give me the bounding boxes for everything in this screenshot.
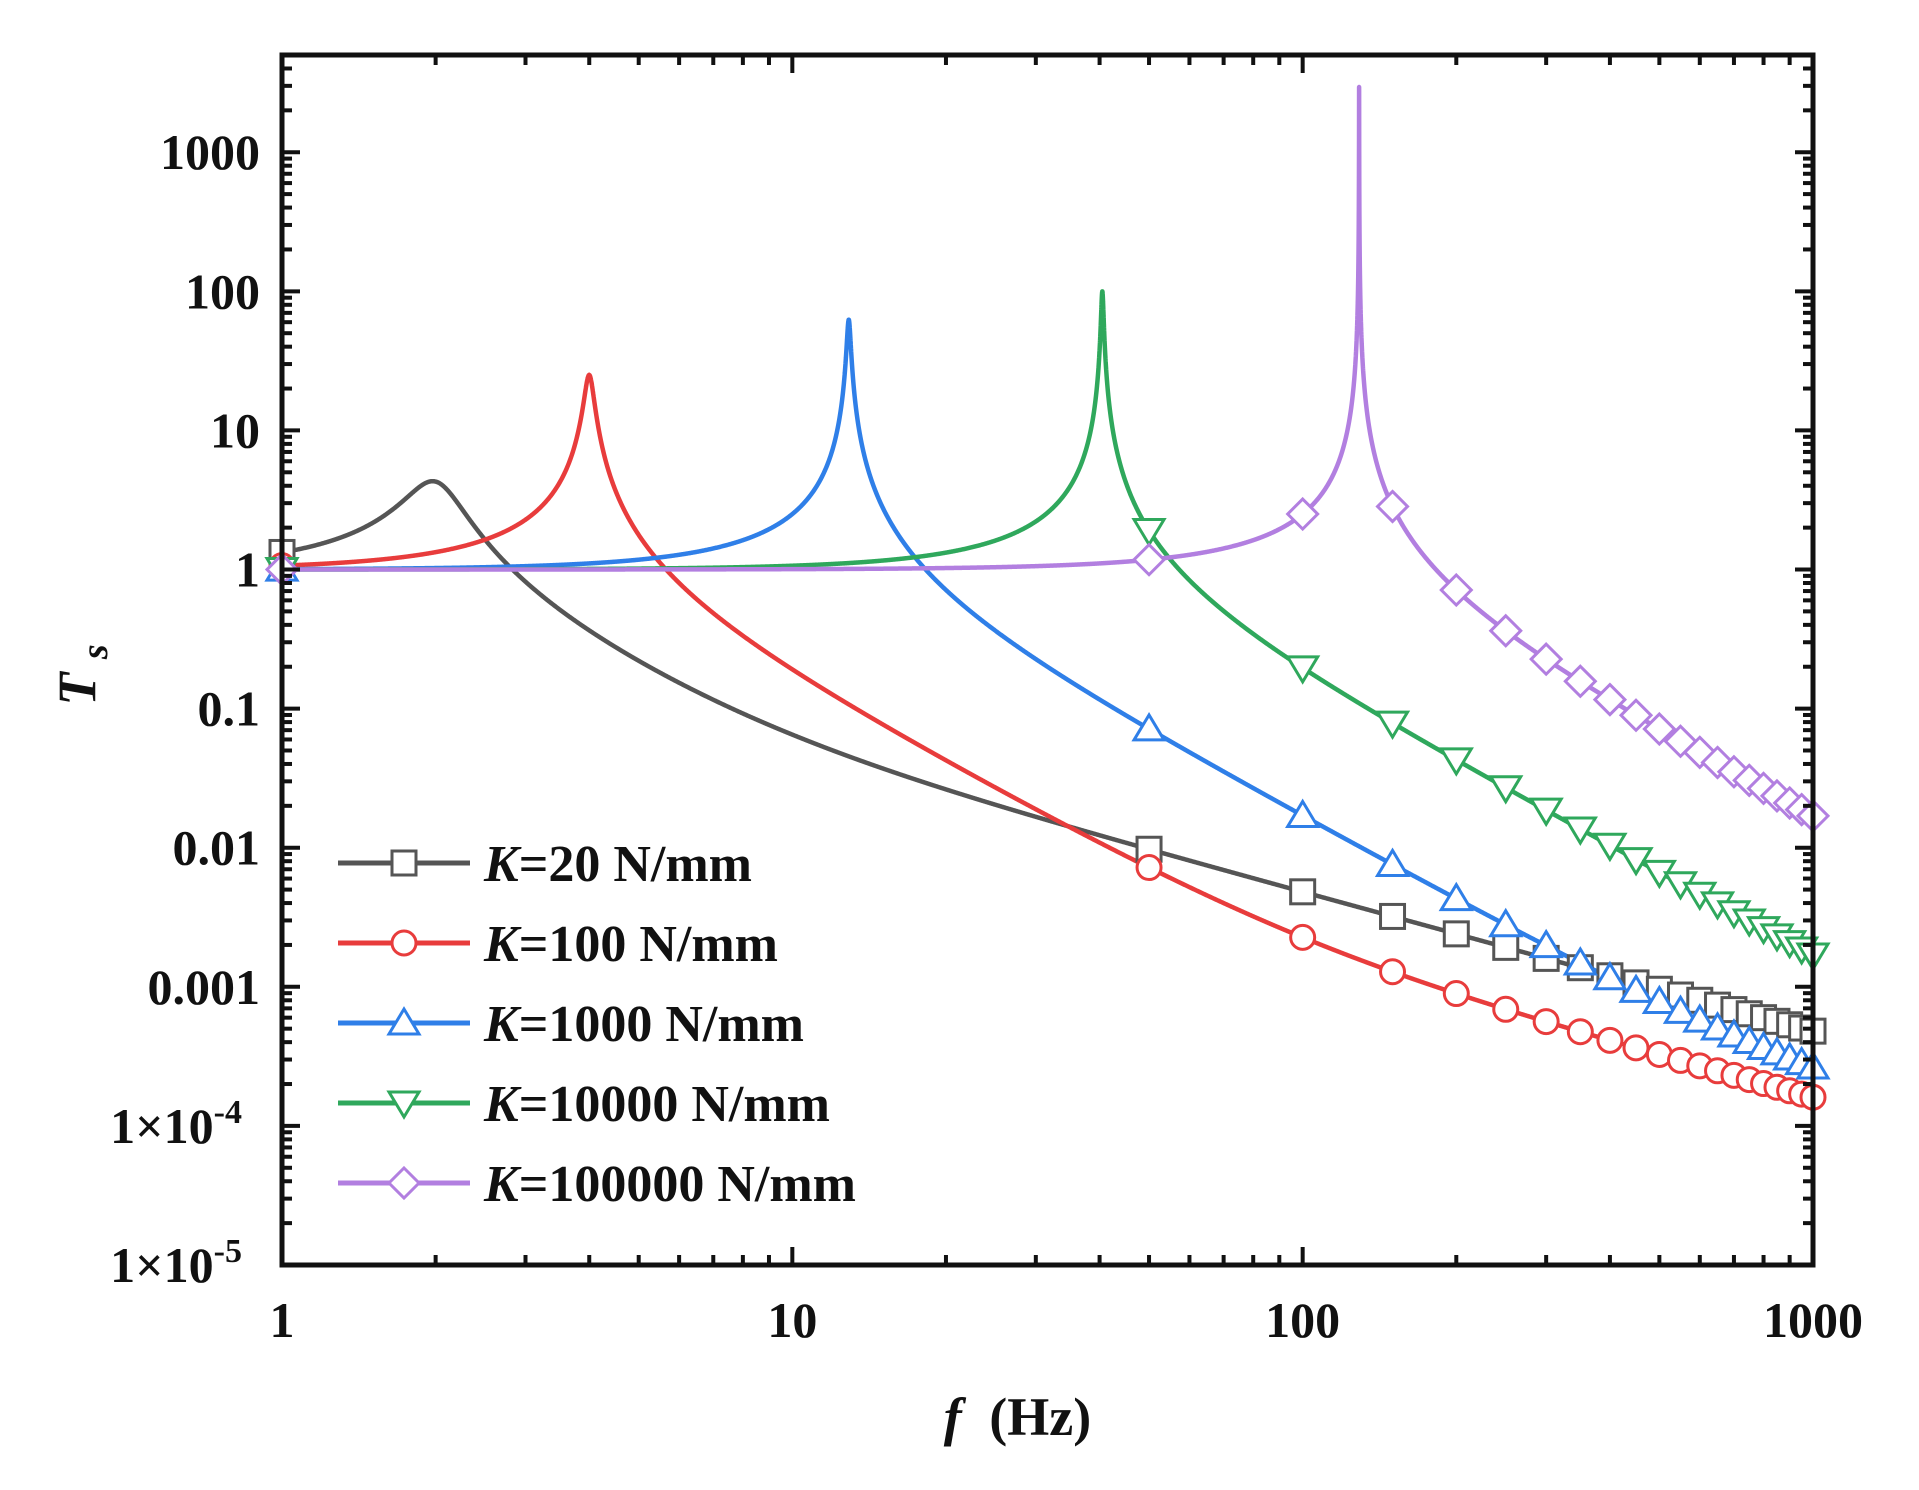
legend-label: K=100 N/mm	[483, 916, 778, 973]
x-tick-label: 1	[270, 1292, 295, 1348]
data-point-k-1000-n-mm	[1592, 960, 1628, 991]
x-axis-title-var: f	[944, 1387, 967, 1447]
data-point-k-1000-n-mm	[1662, 994, 1699, 1024]
data-point-k-10000-n-mm	[1528, 797, 1564, 828]
y-tick-label: 1	[235, 542, 260, 598]
legend-label: K=20 N/mm	[483, 836, 752, 893]
data-point-k-100000-n-mm	[1642, 711, 1677, 747]
x-tick-label: 100	[1265, 1292, 1340, 1348]
data-point-k-100-n-mm	[1379, 958, 1407, 986]
legend-marker	[390, 929, 418, 957]
legend-label: K=10000 N/mm	[483, 1076, 830, 1133]
y-tick-label: 0.01	[173, 820, 261, 876]
legend-entry: K=1000 N/mm	[338, 996, 804, 1053]
data-point-k-100000-n-mm	[1563, 664, 1598, 699]
legend-marker	[386, 1090, 422, 1120]
markers-group	[264, 489, 1831, 1111]
data-point-k-1000-n-mm	[1562, 946, 1598, 976]
data-point-k-10000-n-mm	[1592, 832, 1628, 863]
data-point-k-10000-n-mm	[1562, 816, 1598, 846]
data-point-k-10000-n-mm	[1488, 775, 1524, 805]
legend-entry: K=100 N/mm	[338, 916, 778, 973]
legend: K=20 N/mm K=100 N/mm K=1000 N/mm K=10000 N/…	[338, 836, 856, 1213]
series-line-k-20-n-mm	[280, 478, 1815, 1034]
data-point-k-100-n-mm	[1135, 854, 1163, 882]
legend-label: K=100000 N/mm	[483, 1156, 856, 1213]
legend-entry: K=10000 N/mm	[338, 1076, 830, 1133]
data-point-k-10000-n-mm	[1374, 710, 1411, 741]
y-tick-label: 1×10-5	[110, 1233, 242, 1293]
y-tick-label: 1000	[160, 124, 260, 180]
data-point-k-100000-n-mm	[1488, 613, 1523, 648]
data-point-k-1000-n-mm	[1488, 907, 1524, 938]
x-axis-title: f (Hz)	[944, 1387, 1091, 1447]
x-tick-label: 10	[767, 1292, 817, 1348]
data-point-k-100000-n-mm	[1592, 682, 1628, 717]
data-point-k-20-n-mm	[1442, 920, 1470, 948]
legend-label: K=1000 N/mm	[483, 996, 804, 1053]
y-tick-label: 0.1	[198, 681, 261, 737]
y-tick-label: 100	[185, 263, 260, 319]
data-point-k-100-n-mm	[1492, 995, 1520, 1023]
data-point-k-100-n-mm	[1596, 1026, 1624, 1054]
data-point-k-1000-n-mm	[1131, 712, 1167, 742]
legend-entry: K=20 N/mm	[338, 836, 752, 893]
plot-frame	[279, 52, 1816, 1268]
data-point-k-100000-n-mm	[1285, 496, 1320, 532]
x-tick-label: 1000	[1763, 1292, 1863, 1348]
data-point-k-1000-n-mm	[1438, 881, 1474, 912]
legend-marker	[386, 1165, 422, 1201]
data-point-k-100000-n-mm	[1618, 698, 1654, 733]
data-point-k-100000-n-mm	[1439, 572, 1474, 608]
y-tick-label: 10	[210, 402, 260, 458]
y-axis-title: T s	[47, 644, 116, 705]
data-point-k-10000-n-mm	[1438, 747, 1474, 777]
x-axis-title-unit: (Hz)	[989, 1387, 1091, 1447]
data-point-k-1000-n-mm	[1285, 798, 1321, 828]
data-point-k-100-n-mm	[1532, 1008, 1560, 1036]
series-line-k-1000-n-mm	[280, 317, 1815, 1070]
data-point-k-10000-n-mm	[1131, 518, 1167, 548]
data-point-k-1000-n-mm	[1618, 973, 1654, 1003]
legend-entry: K=100000 N/mm	[338, 1156, 856, 1213]
data-point-k-1000-n-mm	[1528, 928, 1564, 959]
data-point-k-1000-n-mm	[1374, 847, 1411, 877]
data-point-k-100000-n-mm	[1529, 642, 1564, 677]
data-point-k-20-n-mm	[1492, 933, 1520, 961]
data-point-k-100-n-mm	[1442, 980, 1470, 1008]
data-point-k-100-n-mm	[1622, 1034, 1650, 1062]
y-axis-title-var: T	[47, 671, 107, 706]
data-point-k-100-n-mm	[1289, 923, 1317, 951]
y-axis-title-sub: s	[74, 644, 116, 660]
data-point-k-1000-n-mm	[1682, 1003, 1718, 1033]
series-line-k-100000-n-mm	[280, 84, 1815, 818]
y-tick-label: 1×10-4	[110, 1094, 242, 1154]
legend-marker	[390, 849, 418, 877]
data-point-k-1000-n-mm	[1699, 1011, 1736, 1041]
data-point-k-100000-n-mm	[1131, 542, 1167, 577]
data-point-k-10000-n-mm	[1285, 655, 1321, 685]
data-point-k-20-n-mm	[1379, 902, 1407, 930]
series-group	[280, 84, 1815, 1100]
tick-labels-group: 1 10 100 1000 1×10-5 1×10-4 0.001 0.01 0.1 1 10 100…	[110, 124, 1863, 1348]
data-point-k-100-n-mm	[1566, 1018, 1594, 1046]
data-point-k-1000-n-mm	[1641, 984, 1678, 1015]
data-point-k-100000-n-mm	[1375, 489, 1410, 524]
series-line-k-100-n-mm	[280, 372, 1815, 1100]
legend-marker	[386, 1006, 422, 1036]
data-point-k-20-n-mm	[1289, 878, 1317, 906]
ticks-group	[280, 53, 1813, 1267]
y-tick-label: 0.001	[148, 959, 261, 1015]
